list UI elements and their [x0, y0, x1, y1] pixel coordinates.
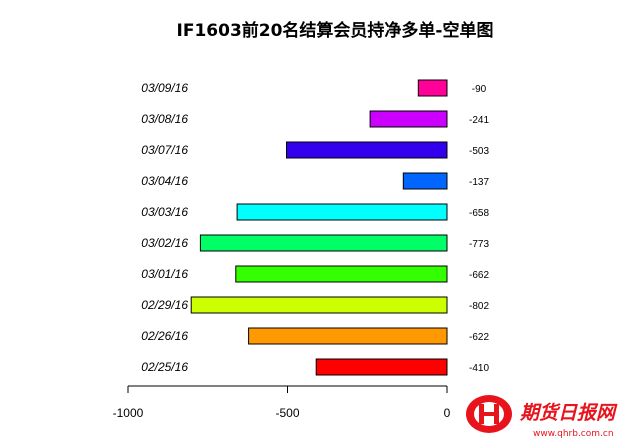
bar	[236, 203, 448, 221]
date-label: 02/25/16	[141, 360, 188, 374]
date-label: 03/08/16	[141, 112, 188, 126]
date-label: 02/26/16	[141, 329, 188, 343]
x-tick-label: -1000	[113, 406, 144, 420]
bar	[369, 110, 448, 128]
value-label: -662	[469, 270, 489, 281]
plot-area: 03/09/16 -90 03/08/16 -241 03/07/16 -503 03/04…	[141, 79, 489, 376]
value-label: -241	[469, 115, 489, 126]
watermark-logo	[466, 395, 512, 433]
bar	[417, 79, 448, 97]
date-label: 03/03/16	[141, 205, 188, 219]
x-tick-label: -500	[275, 406, 299, 420]
date-label: 03/07/16	[141, 143, 188, 157]
date-label: 03/02/16	[141, 236, 188, 250]
date-label: 03/01/16	[141, 267, 188, 281]
value-label: -410	[469, 363, 489, 374]
value-label: -90	[472, 84, 487, 95]
bar	[235, 265, 448, 283]
date-label: 03/09/16	[141, 81, 188, 95]
bar	[190, 296, 448, 314]
value-label: -658	[469, 208, 489, 219]
bar	[402, 172, 448, 190]
value-label: -622	[469, 332, 489, 343]
value-label: -802	[469, 301, 489, 312]
value-label: -137	[469, 177, 489, 188]
bar	[315, 358, 448, 376]
watermark-url: www.qhrb.com.cn	[533, 429, 614, 439]
value-label: -503	[469, 146, 489, 157]
value-label: -773	[469, 239, 489, 250]
x-axis: -1000 -500 0	[113, 385, 451, 420]
chart-title: IF1603前20名结算会员持净多单-空单图	[177, 20, 494, 41]
x-tick-label: 0	[444, 406, 451, 420]
watermark: 期货日报网 www.qhrb.com.cn	[466, 395, 618, 439]
bar	[286, 141, 448, 159]
date-label: 03/04/16	[141, 174, 188, 188]
bar	[199, 234, 448, 252]
watermark-name: 期货日报网	[519, 402, 618, 424]
date-label: 02/29/16	[141, 298, 188, 312]
bar	[248, 327, 448, 345]
